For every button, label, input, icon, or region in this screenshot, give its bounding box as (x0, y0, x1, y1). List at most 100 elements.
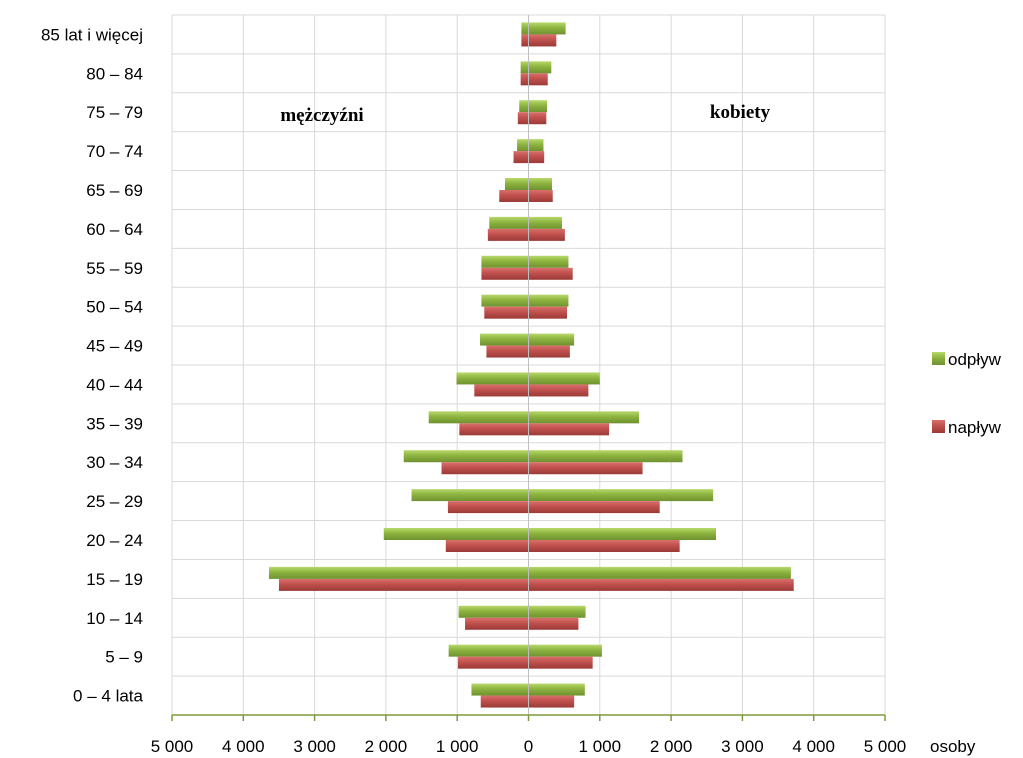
x-tick-label: 2 000 (365, 737, 408, 756)
y-tick-label: 70 – 74 (86, 142, 143, 161)
y-tick-label: 40 – 44 (86, 375, 143, 394)
bar-odplyw-women (528, 528, 717, 540)
bar-naplyw-women (528, 501, 660, 514)
x-tick-label: 5 000 (151, 737, 194, 756)
bar-naplyw-women (528, 73, 548, 86)
bar-naplyw-men (465, 617, 529, 630)
y-tick-label: 80 – 84 (86, 64, 143, 83)
bar-odplyw-women (528, 294, 569, 307)
bar-odplyw-women (528, 411, 640, 424)
bar-naplyw-women (528, 384, 589, 397)
bar-odplyw-women (528, 178, 553, 190)
bar-naplyw-men (487, 228, 529, 241)
x-tick-label: 3 000 (293, 737, 336, 756)
bar-naplyw-men (445, 540, 529, 552)
bar-naplyw-women (528, 228, 565, 241)
y-tick-label: 35 – 39 (86, 414, 143, 433)
x-tick-label: 5 000 (864, 737, 907, 756)
bar-naplyw-women (528, 617, 579, 630)
y-tick-label: 0 – 4 lata (73, 687, 143, 706)
bar-naplyw-women (528, 267, 573, 280)
bar-odplyw-men (458, 605, 529, 618)
bar-odplyw-women (528, 61, 552, 74)
bar-naplyw-men (457, 656, 529, 669)
bar-odplyw-men (481, 255, 529, 268)
bar-naplyw-men (486, 345, 529, 358)
bar-naplyw-women (528, 423, 610, 436)
bar-naplyw-women (528, 462, 643, 475)
x-tick-label: 4 000 (792, 737, 835, 756)
x-tick-label: 1 000 (436, 737, 479, 756)
bar-odplyw-women (528, 450, 683, 463)
y-tick-label: 20 – 24 (86, 531, 143, 550)
axes: 0 – 4 lata 5 – 9 10 – 14 15 – 19 20 – 24 25 –… (41, 15, 906, 756)
y-tick-label: 45 – 49 (86, 337, 143, 356)
bar-naplyw-men (278, 578, 529, 591)
legend-swatch-naplyw (932, 420, 945, 433)
bar-odplyw-women (528, 139, 544, 152)
bar-odplyw-men (504, 178, 529, 190)
bar-naplyw-men (499, 190, 529, 202)
bar-odplyw-women (528, 605, 586, 618)
bar-odplyw-women (528, 22, 566, 35)
y-tick-label: 10 – 14 (86, 609, 143, 628)
y-tick-label: 50 – 54 (86, 298, 143, 317)
y-tick-label: 25 – 29 (86, 492, 143, 511)
bar-odplyw-men (520, 61, 529, 74)
bar-odplyw-women (528, 683, 585, 696)
bar-odplyw-men (519, 100, 529, 113)
legend: odpływ napływ (932, 350, 1002, 437)
bar-odplyw-men (403, 450, 529, 463)
bar-odplyw-women (528, 644, 602, 657)
bar-odplyw-women (528, 255, 569, 268)
bar-naplyw-men (513, 151, 529, 164)
legend-label-odplyw: odpływ (948, 350, 1002, 369)
y-tick-label: 5 – 9 (105, 648, 143, 667)
bar-odplyw-women (528, 333, 575, 346)
y-tick-label: 15 – 19 (86, 570, 143, 589)
bar-odplyw-men (448, 644, 529, 657)
bar-naplyw-men (520, 73, 529, 86)
bar-odplyw-men (489, 216, 529, 229)
bar-naplyw-women (528, 656, 593, 669)
bar-odplyw-women (528, 489, 714, 502)
bar-odplyw-men (480, 333, 529, 346)
y-tick-label: 60 – 64 (86, 220, 143, 239)
y-tick-label: 30 – 34 (86, 453, 143, 472)
bar-naplyw-women (528, 151, 545, 164)
bar-naplyw-women (528, 190, 553, 202)
x-axis-title: osoby (930, 737, 976, 756)
bars (268, 22, 794, 708)
bar-naplyw-women (528, 306, 568, 319)
women-annotation: kobiety (710, 102, 771, 123)
bar-odplyw-women (528, 100, 548, 113)
bar-odplyw-men (268, 566, 529, 579)
bar-odplyw-women (528, 216, 563, 229)
x-tick-label: 1 000 (579, 737, 622, 756)
bar-odplyw-men (481, 294, 529, 307)
bar-odplyw-men (428, 411, 529, 424)
bar-odplyw-men (456, 372, 529, 385)
bar-naplyw-men (459, 423, 529, 436)
men-annotation: mężczyźni (280, 105, 363, 126)
x-tick-label: 2 000 (650, 737, 693, 756)
bar-naplyw-men (521, 34, 529, 47)
bar-naplyw-men (474, 384, 529, 397)
bar-odplyw-women (528, 566, 791, 579)
bar-naplyw-men (480, 695, 529, 708)
legend-label-naplyw: napływ (948, 418, 1002, 437)
bar-naplyw-women (528, 112, 547, 125)
y-tick-label: 55 – 59 (86, 259, 143, 278)
bar-naplyw-men (481, 267, 529, 280)
y-tick-label: 65 – 69 (86, 181, 143, 200)
bar-odplyw-men (521, 22, 529, 35)
x-tick-label: 4 000 (222, 737, 265, 756)
y-tick-label: 85 lat i więcej (41, 25, 143, 44)
bar-odplyw-women (528, 372, 600, 385)
bar-odplyw-men (411, 489, 529, 502)
bar-naplyw-women (528, 695, 575, 708)
bar-naplyw-women (528, 34, 557, 47)
x-tick-label: 3 000 (721, 737, 764, 756)
bar-naplyw-women (528, 578, 794, 591)
